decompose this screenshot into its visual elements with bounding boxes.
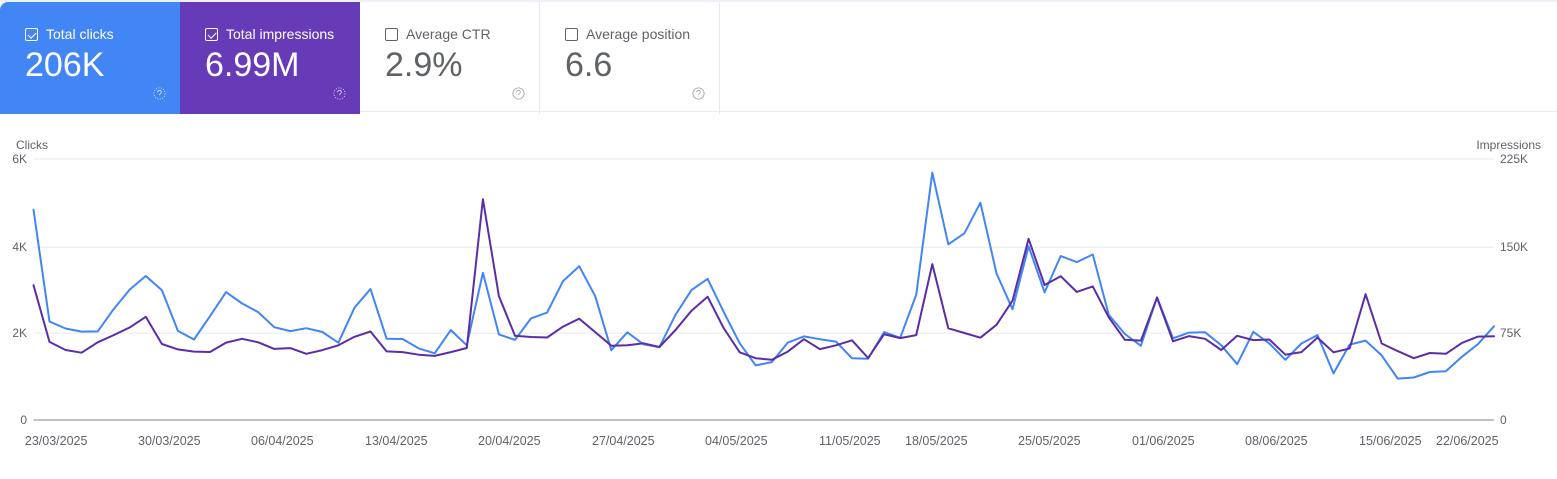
svg-text:18/05/2025: 18/05/2025: [905, 434, 968, 448]
svg-text:08/06/2025: 08/06/2025: [1245, 434, 1308, 448]
svg-text:20/04/2025: 20/04/2025: [478, 434, 541, 448]
svg-text:22/06/2025: 22/06/2025: [1436, 434, 1499, 448]
svg-text:0: 0: [20, 413, 27, 427]
svg-text:06/04/2025: 06/04/2025: [251, 434, 314, 448]
svg-text:13/04/2025: 13/04/2025: [365, 434, 428, 448]
svg-text:0: 0: [1500, 413, 1507, 427]
svg-text:225K: 225K: [1500, 152, 1528, 166]
svg-text:150K: 150K: [1500, 240, 1528, 254]
svg-text:01/06/2025: 01/06/2025: [1132, 434, 1195, 448]
svg-text:23/03/2025: 23/03/2025: [25, 434, 88, 448]
svg-text:25/05/2025: 25/05/2025: [1018, 434, 1081, 448]
svg-text:11/05/2025: 11/05/2025: [819, 434, 881, 448]
svg-text:30/03/2025: 30/03/2025: [138, 434, 201, 448]
svg-text:75K: 75K: [1500, 326, 1521, 340]
svg-text:4K: 4K: [12, 240, 27, 254]
svg-text:2K: 2K: [12, 326, 27, 340]
svg-text:15/06/2025: 15/06/2025: [1359, 434, 1422, 448]
svg-text:04/05/2025: 04/05/2025: [705, 434, 768, 448]
svg-text:6K: 6K: [12, 152, 27, 166]
svg-text:27/04/2025: 27/04/2025: [592, 434, 655, 448]
